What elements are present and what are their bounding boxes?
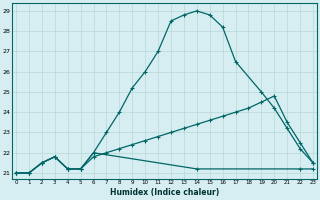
X-axis label: Humidex (Indice chaleur): Humidex (Indice chaleur) [110,188,219,197]
